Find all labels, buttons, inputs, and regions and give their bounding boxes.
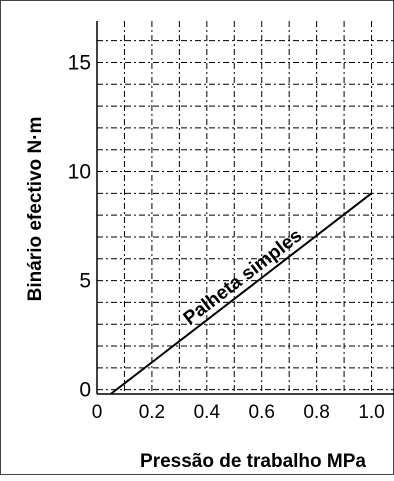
series-line xyxy=(110,192,373,395)
series-label-palheta-simples: Palheta simples xyxy=(180,225,307,329)
y-axis-title: Binário efectivo N·m xyxy=(25,117,46,302)
x-tick-label: 0.4 xyxy=(194,402,221,423)
y-tick-label: 5 xyxy=(79,270,91,293)
series-layer xyxy=(110,192,373,395)
x-axis-ticks: 0 0.2 0.4 0.6 0.8 1.0 xyxy=(92,402,385,423)
x-tick-label: 0 xyxy=(92,402,103,423)
y-tick-label: 15 xyxy=(68,51,91,74)
grid xyxy=(97,21,394,394)
y-tick-label: 10 xyxy=(68,161,91,184)
x-tick-label: 0.2 xyxy=(139,402,165,423)
x-axis-title: Pressão de trabalho MPa xyxy=(140,451,366,472)
x-tick-label: 0.8 xyxy=(303,402,329,423)
y-axis-ticks: 0 5 10 15 xyxy=(68,51,91,401)
y-tick-label: 0 xyxy=(79,379,91,402)
plot-frame xyxy=(96,21,394,395)
x-tick-label: 1.0 xyxy=(358,402,384,423)
x-tick-label: 0.6 xyxy=(249,402,275,423)
